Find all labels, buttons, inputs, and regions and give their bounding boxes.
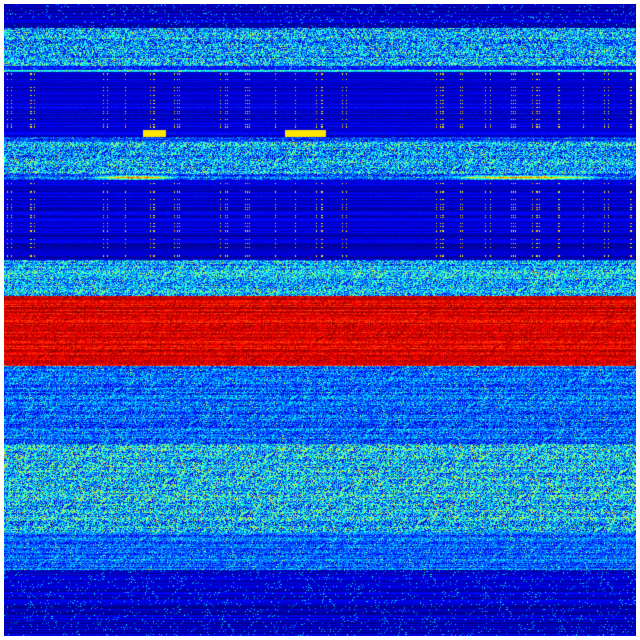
spectrogram-heatmap — [4, 4, 636, 636]
spectrogram-frame — [4, 4, 636, 636]
